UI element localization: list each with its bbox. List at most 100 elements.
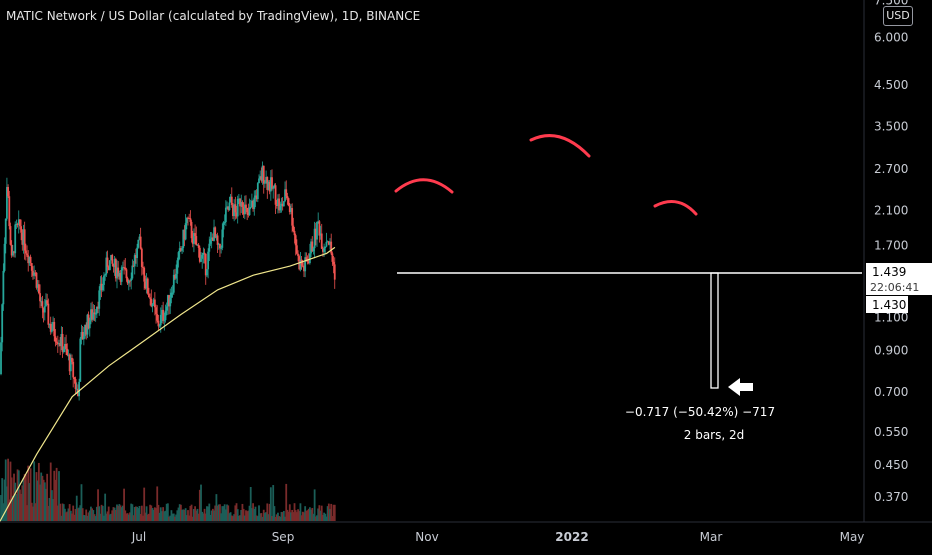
volume-bar — [52, 499, 54, 521]
volume-bar — [61, 503, 64, 521]
measure-box[interactable] — [710, 272, 719, 389]
volume-bar — [228, 513, 231, 521]
candle-body — [239, 198, 241, 207]
candle-body — [61, 334, 64, 352]
volume-bar — [229, 512, 232, 521]
volume-bar — [285, 483, 288, 521]
volume-bar — [19, 489, 21, 521]
candle-body — [80, 331, 83, 339]
volume-bar — [81, 508, 84, 521]
volume-bar — [4, 459, 7, 521]
candle-body — [242, 206, 245, 215]
candle-body — [247, 212, 250, 216]
volume-bar — [113, 507, 116, 521]
volume-bar — [42, 479, 45, 521]
volume-bar — [45, 488, 47, 521]
candle-body — [266, 176, 269, 190]
candle-body — [204, 253, 207, 276]
candle-body — [33, 272, 36, 276]
volume-bar — [260, 513, 263, 521]
level-price: 1.430 — [872, 298, 906, 312]
candle-body — [217, 243, 220, 245]
candle-body — [3, 243, 6, 271]
candle-body — [93, 312, 96, 315]
candle-body — [326, 241, 329, 243]
candle-body — [155, 307, 157, 315]
candle-body — [90, 309, 92, 321]
volume-bar — [193, 508, 195, 521]
candle-body — [305, 257, 308, 261]
candle-body — [100, 283, 103, 291]
candle-body — [13, 251, 15, 254]
candle-body — [299, 259, 302, 270]
volume-bar — [137, 508, 140, 521]
candle-body — [194, 233, 196, 237]
volume-bar — [159, 507, 162, 521]
candle-body — [176, 260, 179, 274]
volume-bar — [9, 461, 12, 521]
volume-bar — [300, 515, 303, 521]
candle-body — [310, 241, 312, 254]
candle-body — [264, 182, 266, 184]
candle-body — [145, 278, 148, 289]
candle-body — [114, 258, 117, 279]
volume-bar — [255, 515, 258, 521]
volume-bar — [145, 506, 148, 521]
volume-bar — [126, 513, 129, 521]
volume-bar — [29, 468, 32, 521]
candle-body — [171, 292, 174, 294]
candle-body — [279, 205, 282, 211]
candle-body — [185, 217, 188, 224]
candles — [0, 161, 336, 401]
volume-bar — [306, 510, 309, 521]
volume-bar — [318, 505, 321, 521]
volume-bar — [67, 508, 70, 521]
candle-body — [184, 223, 187, 240]
volume-bar — [305, 510, 308, 521]
candle-body — [120, 267, 123, 282]
volume-bar — [211, 508, 214, 521]
volume-bar — [125, 513, 128, 521]
time-axis[interactable]: Jul Sep Nov 2022 Mar May — [131, 530, 865, 544]
volume-bar — [7, 458, 10, 521]
currency-button[interactable]: USD — [883, 6, 913, 26]
volume-bar — [286, 509, 289, 521]
volume-bar — [149, 504, 152, 521]
volume-bar — [1, 478, 4, 521]
volume-bar — [237, 515, 240, 521]
volume-bar — [85, 509, 88, 521]
candle-body — [202, 252, 205, 255]
volume-bar — [28, 483, 31, 521]
candle-body — [288, 205, 291, 212]
candle-body — [297, 253, 299, 257]
volume-bar — [140, 505, 143, 521]
volume-bar — [27, 465, 30, 521]
candle-body — [40, 301, 43, 303]
candle-body — [1, 304, 4, 343]
candle-body — [127, 280, 130, 284]
candle-body — [39, 293, 41, 302]
candle-body — [103, 275, 105, 285]
candle-body — [252, 200, 254, 210]
candle-body — [42, 308, 45, 313]
volume-bar — [236, 509, 239, 521]
candle-body — [188, 218, 191, 220]
candle-body — [92, 312, 95, 320]
volume-bar — [131, 504, 134, 521]
candle-body — [73, 377, 76, 380]
candle-body — [47, 303, 50, 325]
price-axis[interactable]: 7.500 6.000 4.500 3.500 2.700 2.100 1.700 1.100… — [874, 0, 908, 504]
candle-body — [319, 233, 322, 236]
volume-bar — [68, 504, 71, 521]
volume-bar — [54, 479, 57, 521]
volume-bar — [66, 511, 69, 521]
volume-bar — [252, 503, 254, 521]
volume-bar — [279, 516, 282, 521]
volume-bar — [92, 510, 95, 521]
volume-bar — [22, 478, 25, 521]
candle-body — [265, 176, 268, 183]
volume-bar — [138, 505, 141, 521]
volume-bar — [95, 506, 98, 521]
